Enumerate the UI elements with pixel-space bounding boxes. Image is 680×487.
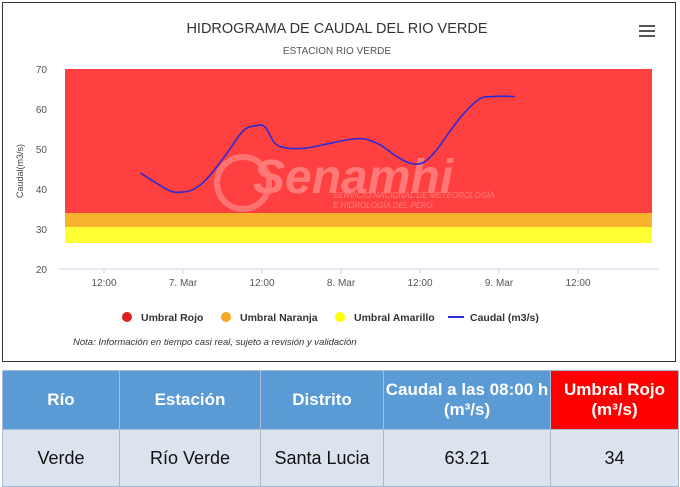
x-tick-label: 8. Mar [327,278,356,289]
y-tick-label: 60 [36,105,48,116]
chart-menu-icon[interactable] [639,25,655,37]
cell-umbral-rojo: 34 [550,429,679,487]
header-distrito: Distrito [260,370,384,430]
station-info-table: Río Estación Distrito Caudal a las 08:00… [2,370,679,487]
x-tick-label: 12:00 [249,278,274,289]
y-axis: 70 60 50 40 30 20 [36,65,48,276]
cell-caudal: 63.21 [383,429,551,487]
legend-item[interactable]: Umbral Amarillo [335,312,435,324]
chart-note: Nota: Información en tiempo casi real, s… [73,337,357,348]
y-tick-label: 70 [36,65,48,76]
header-umbral-rojo: Umbral Rojo (m³/s) [550,370,679,430]
legend-label: Umbral Rojo [141,312,203,324]
watermark-subtext-2: E HIDROLOGÍA DEL PERÚ [333,201,433,210]
legend-item[interactable]: Caudal (m3/s) [448,312,539,324]
table-header-row: Río Estación Distrito Caudal a las 08:00… [2,370,679,430]
x-tick-label: 12:00 [91,278,116,289]
legend-label: Caudal (m3/s) [470,312,539,324]
senamhi-watermark: Senamhi SERVICIO NACIONAL DE METEOROLOGÍ… [214,151,495,212]
header-caudal: Caudal a las 08:00 h (m³/s) [383,370,551,430]
header-estacion: Estación [119,370,261,430]
header-rio: Río [2,370,120,430]
threshold-bands [65,69,652,243]
x-tick-label: 9. Mar [485,278,514,289]
legend-item[interactable]: Umbral Naranja [221,312,318,324]
band-2 [65,227,652,243]
band-1 [65,213,652,227]
legend-marker [122,312,132,322]
legend-item[interactable]: Umbral Rojo [122,312,203,324]
y-tick-label: 30 [36,225,48,236]
y-tick-label: 50 [36,145,48,156]
cell-rio: Verde [2,429,120,487]
y-axis-label: Caudal(m3/s) [15,144,25,198]
legend-marker [221,312,231,322]
series-line-caudal [139,95,515,194]
legend-label: Umbral Amarillo [354,312,435,324]
series-lines [139,95,515,194]
x-axis: 12:00 7. Mar 12:00 8. Mar 12:00 9. Mar 12:00 [59,268,659,289]
y-tick-label: 40 [36,185,48,196]
legend-label: Umbral Naranja [240,312,318,324]
x-tick-label: 12:00 [565,278,590,289]
chart-subtitle: ESTACION RIO VERDE [283,46,391,57]
band-0 [65,69,652,213]
chart-panel: HIDROGRAMA DE CAUDAL DEL RIO VERDE ESTAC… [2,2,676,362]
chart-title: HIDROGRAMA DE CAUDAL DEL RIO VERDE [186,21,487,37]
table-row: Verde Río Verde Santa Lucia 63.21 34 [2,429,679,487]
cell-estacion: Río Verde [119,429,261,487]
x-tick-label: 7. Mar [169,278,198,289]
legend: Umbral Rojo Umbral Naranja Umbral Amarillo… [122,312,539,324]
legend-marker [335,312,345,322]
cell-distrito: Santa Lucia [260,429,384,487]
watermark-subtext-1: SERVICIO NACIONAL DE METEOROLOGÍA [333,191,495,200]
y-tick-label: 20 [36,265,48,276]
hydrograph-chart: HIDROGRAMA DE CAUDAL DEL RIO VERDE ESTAC… [15,21,659,324]
x-tick-label: 12:00 [407,278,432,289]
watermark-logo-text: Senamhi [253,151,455,204]
